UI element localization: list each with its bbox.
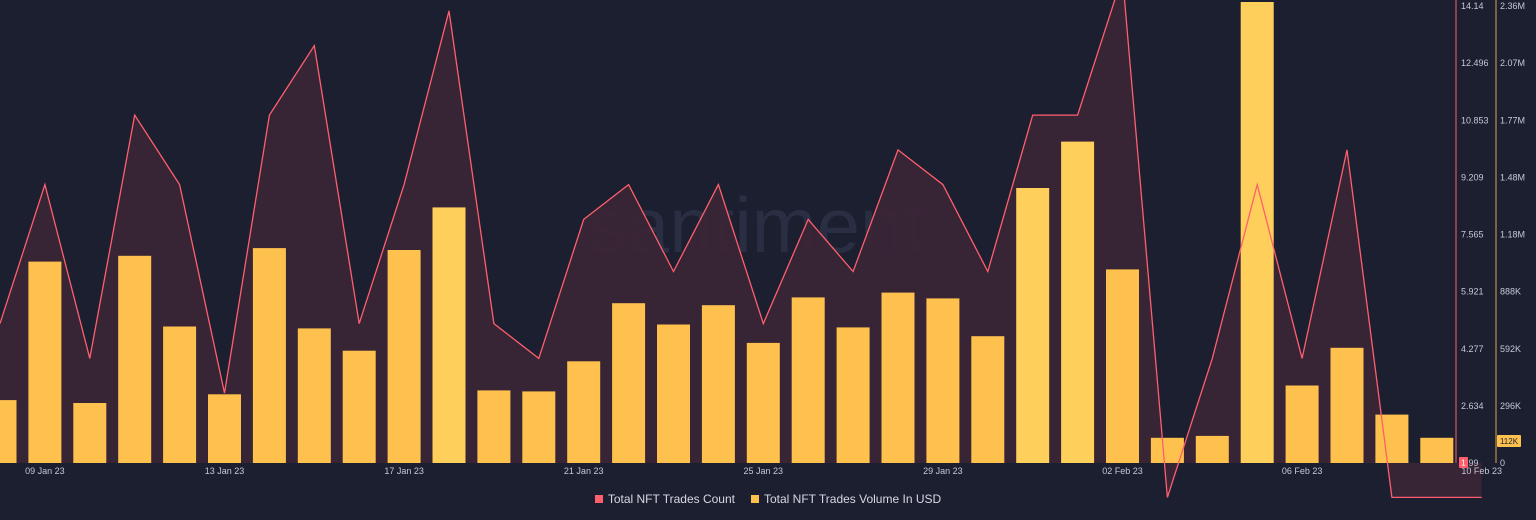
chart-legend: Total NFT Trades Count Total NFT Trades … [0, 492, 1536, 506]
volume-tick-label: 2.36M [1500, 1, 1525, 11]
volume-bar [926, 298, 960, 463]
volume-bar [1285, 385, 1319, 463]
volume-tick-label: 296K [1500, 401, 1521, 411]
volume-bar [1420, 437, 1454, 463]
x-tick-label: 17 Jan 23 [384, 466, 424, 476]
volume-tick-label: 2.07M [1500, 58, 1525, 68]
legend-label-volume: Total NFT Trades Volume In USD [763, 492, 942, 506]
volume-bar [567, 361, 601, 463]
volume-bar [28, 261, 62, 463]
count-tick-label: 12.496 [1461, 58, 1489, 68]
x-tick-label: 13 Jan 23 [205, 466, 245, 476]
volume-bar [297, 328, 331, 463]
volume-bar [1240, 2, 1274, 463]
legend-label-count: Total NFT Trades Count [607, 492, 735, 506]
volume-axis: 2.36M 2.07M 1.77M 1.48M 1.18M 888K 592K 296K 0 [1495, 0, 1525, 468]
legend-swatch-volume [750, 495, 759, 503]
volume-bar [118, 255, 152, 463]
volume-bar [1150, 437, 1184, 463]
volume-bar [0, 400, 17, 463]
volume-bar [1330, 347, 1364, 463]
count-tick-label: 4.277 [1461, 344, 1484, 354]
x-tick-label: 10 Feb 23 [1461, 466, 1502, 476]
volume-badge-value: 112K [1500, 437, 1519, 446]
volume-tick-label: 888K [1500, 287, 1521, 297]
volume-bar [73, 403, 107, 463]
volume-bar [252, 248, 286, 463]
volume-bar [432, 207, 466, 463]
volume-bar [1195, 435, 1229, 463]
volume-current-badge: 112K [1497, 435, 1521, 447]
count-line [0, 0, 1482, 499]
volume-bar [657, 324, 690, 463]
volume-bar [1106, 269, 1139, 463]
volume-bar [1375, 414, 1409, 463]
count-tick-label: 5.921 [1461, 287, 1484, 297]
volume-bar [1061, 141, 1095, 463]
x-tick-label: 02 Feb 23 [1102, 466, 1143, 476]
volume-bar [612, 303, 646, 463]
count-tick-label: 7.565 [1461, 230, 1484, 240]
volume-bar [387, 250, 421, 463]
count-axis: 14.14 12.496 10.853 9.209 7.565 5.921 4.277 2.6… [1455, 0, 1489, 468]
count-tick-label: 10.853 [1461, 115, 1489, 125]
legend-item-count[interactable]: Total NFT Trades Count [594, 492, 735, 506]
volume-badge-bg [1497, 435, 1521, 447]
x-tick-label: 29 Jan 23 [923, 466, 963, 476]
count-tick-label: 9.209 [1461, 172, 1484, 182]
volume-bar [746, 342, 780, 463]
x-tick-label: 09 Jan 23 [25, 466, 65, 476]
volume-bar [881, 292, 915, 463]
volume-bars [0, 2, 1454, 463]
volume-bar [522, 391, 556, 463]
count-badge-bg [1459, 457, 1468, 468]
count-tick-label: 0.99 [1461, 458, 1479, 468]
count-current-badge: 1 [1459, 457, 1468, 468]
volume-bar [1016, 188, 1050, 463]
volume-tick-label: 1.77M [1500, 115, 1525, 125]
count-badge-value: 1 [1461, 459, 1466, 468]
volume-tick-label: 1.48M [1500, 172, 1525, 182]
volume-bar [836, 327, 870, 463]
x-tick-label: 25 Jan 23 [744, 466, 784, 476]
volume-bar [791, 297, 825, 463]
count-tick-label: 14.14 [1461, 1, 1484, 11]
volume-bar [701, 305, 735, 463]
x-axis: 09 Jan 23 13 Jan 23 17 Jan 23 21 Jan 23 25 J… [25, 466, 1502, 476]
volume-bar [971, 336, 1005, 463]
volume-tick-label: 0 [1500, 458, 1505, 468]
x-tick-label: 06 Feb 23 [1282, 466, 1323, 476]
legend-swatch-count [594, 495, 603, 503]
count-tick-label: 2.634 [1461, 401, 1484, 411]
volume-bar [342, 350, 376, 463]
legend-item-volume[interactable]: Total NFT Trades Volume In USD [750, 492, 942, 506]
volume-bar [477, 390, 511, 463]
volume-tick-label: 1.18M [1500, 230, 1525, 240]
volume-bar [208, 394, 241, 463]
volume-bar [163, 326, 197, 463]
volume-tick-label: 592K [1500, 344, 1521, 354]
x-tick-label: 21 Jan 23 [564, 466, 604, 476]
